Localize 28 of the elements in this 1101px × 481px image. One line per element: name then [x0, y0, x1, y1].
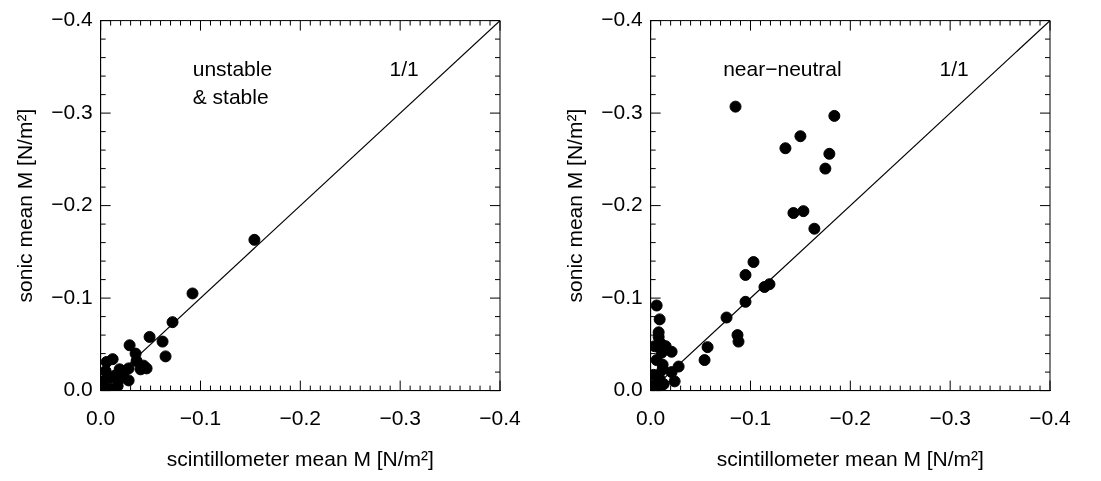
- x-tick-label: 0.0: [86, 406, 116, 429]
- y-tick-label: −0.1: [601, 284, 643, 308]
- annotation: 1/1: [389, 57, 419, 81]
- y-tick-label: 0.0: [613, 377, 643, 401]
- y-axis-title: sonic mean M [N/m²]: [13, 108, 37, 303]
- x-tick-label: −0.2: [829, 406, 872, 429]
- x-axis-title: scintillometer mean M [N/m²]: [716, 447, 984, 471]
- x-tick-label: −0.3: [929, 406, 971, 429]
- x-axis-title: scintillometer mean M [N/m²]: [166, 447, 434, 471]
- x-tick-label: −0.1: [729, 406, 772, 429]
- annotation: near−neutral: [723, 57, 842, 81]
- x-tick-label: −0.4: [1029, 406, 1072, 429]
- y-tick-label: −0.2: [601, 192, 643, 216]
- x-tick-label: −0.1: [179, 406, 222, 429]
- y-tick-label: −0.4: [601, 7, 643, 31]
- y-tick-label: −0.3: [51, 99, 93, 123]
- y-tick-label: −0.4: [51, 7, 93, 31]
- x-tick-label: −0.2: [279, 406, 322, 429]
- y-axis-title: sonic mean M [N/m²]: [563, 108, 587, 303]
- y-tick-label: −0.1: [51, 284, 93, 308]
- annotation: unstable & stable: [192, 57, 273, 109]
- y-tick-label: 0.0: [63, 377, 93, 401]
- x-tick-label: 0.0: [636, 406, 666, 429]
- annotation: 1/1: [939, 57, 969, 81]
- y-tick-label: −0.3: [601, 99, 643, 123]
- y-tick-label: −0.2: [51, 192, 93, 216]
- x-tick-label: −0.3: [379, 406, 421, 429]
- x-tick-label: −0.4: [479, 406, 522, 429]
